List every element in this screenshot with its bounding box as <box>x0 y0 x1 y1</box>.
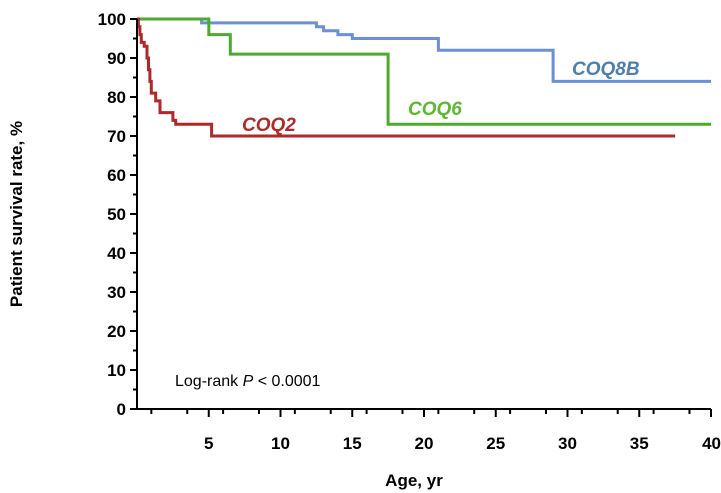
y-tick-label: 100 <box>98 10 126 29</box>
series-label-coq8b: COQ8B <box>572 59 640 80</box>
y-tick-label: 50 <box>107 205 126 224</box>
y-tick-label: 60 <box>107 166 126 185</box>
y-tick-label: 40 <box>107 244 126 263</box>
series-label-coq6: COQ6 <box>408 99 462 120</box>
log-rank-annotation: Log-rank P < 0.0001 <box>175 373 321 390</box>
y-tick-label: 10 <box>107 361 126 380</box>
x-tick-label: 15 <box>343 434 362 453</box>
y-tick-label: 90 <box>107 49 126 68</box>
y-tick-label: 0 <box>117 400 126 419</box>
series-label-coq2: COQ2 <box>242 115 296 136</box>
series-line-coq8b <box>137 17 711 83</box>
x-tick-label: 40 <box>702 434 721 453</box>
x-tick-label: 35 <box>630 434 649 453</box>
x-tick-label: 30 <box>558 434 577 453</box>
series-layer <box>136 17 711 138</box>
x-tick-label: 20 <box>415 434 434 453</box>
y-tick-label: 20 <box>107 322 126 341</box>
x-tick-label: 5 <box>204 434 213 453</box>
series-line-coq6 <box>137 17 711 126</box>
axis-layer: 0 10 20 30 40 50 60 70 80 90 100 5 10 15 20 25 30 35 40 <box>98 10 721 453</box>
y-tick-label: 80 <box>107 88 126 107</box>
x-tick-label: 25 <box>486 434 505 453</box>
x-tick-label: 10 <box>271 434 290 453</box>
y-tick-label: 30 <box>107 283 126 302</box>
x-axis-title: Age, yr <box>385 471 443 490</box>
y-tick-label: 70 <box>107 127 126 146</box>
y-axis-title: Patient survival rate, % <box>7 121 26 307</box>
series-line-coq2 <box>136 17 676 138</box>
